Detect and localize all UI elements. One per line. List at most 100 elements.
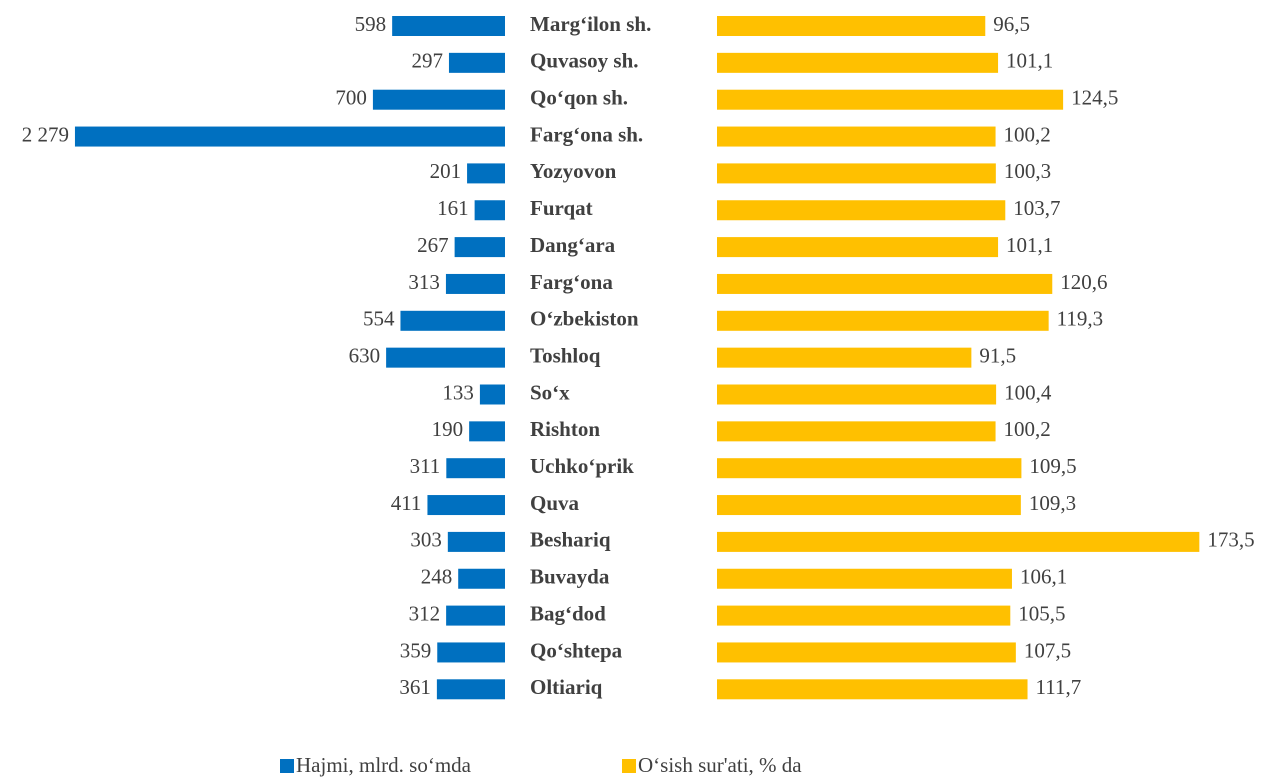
value-label: 359 [400, 638, 432, 662]
bar [447, 531, 505, 552]
value-label: 411 [391, 491, 422, 515]
value-label: 100,2 [1004, 417, 1051, 441]
bar [717, 679, 1028, 700]
value-label: 554 [363, 307, 395, 331]
category-label: Rishton [530, 417, 600, 441]
bar [436, 679, 505, 700]
bar [717, 531, 1200, 552]
category-label: Marg‘ilon sh. [530, 12, 651, 36]
value-label: 109,3 [1029, 491, 1076, 515]
category-label: Toshloq [530, 343, 601, 367]
bar [479, 384, 505, 405]
value-label: 297 [411, 49, 443, 73]
value-label: 313 [408, 270, 440, 294]
bar [717, 495, 1021, 516]
bar [717, 52, 999, 73]
bar [717, 126, 996, 147]
bar [717, 89, 1064, 110]
value-label: 630 [349, 343, 381, 367]
value-label: 190 [432, 417, 464, 441]
bar [717, 605, 1011, 626]
category-label: Beshariq [530, 528, 611, 552]
bar [392, 16, 505, 36]
value-label: 100,4 [1004, 380, 1052, 404]
value-label: 111,7 [1036, 675, 1082, 699]
value-label: 303 [410, 528, 442, 552]
bar [474, 200, 505, 221]
category-label: Furqat [530, 196, 593, 220]
value-label: 312 [409, 601, 441, 625]
value-label: 105,5 [1018, 601, 1065, 625]
category-label: Buvayda [530, 565, 610, 589]
value-label: 700 [335, 86, 367, 110]
value-label: 120,6 [1060, 270, 1107, 294]
bar [467, 163, 505, 184]
value-label: 107,5 [1024, 638, 1071, 662]
legend-swatch [280, 759, 294, 773]
value-label: 248 [421, 565, 453, 589]
value-label: 598 [355, 12, 387, 36]
legend-label: Hajmi, mlrd. so‘mda [296, 753, 472, 777]
category-label: So‘x [530, 380, 570, 404]
category-label: Farg‘ona [530, 270, 613, 294]
bar [717, 310, 1049, 331]
bar [717, 458, 1022, 479]
category-label: Qo‘qon sh. [530, 86, 628, 110]
value-label: 267 [417, 233, 449, 257]
bar [717, 421, 996, 442]
bar [386, 347, 505, 368]
bar [74, 126, 505, 147]
value-label: 311 [410, 454, 441, 478]
value-label: 124,5 [1071, 86, 1118, 110]
bar [717, 568, 1012, 589]
value-label: 109,5 [1029, 454, 1076, 478]
bar [717, 200, 1006, 221]
bar [717, 347, 972, 368]
bar [448, 52, 505, 73]
bar [469, 421, 505, 442]
value-label: 106,1 [1020, 565, 1067, 589]
value-label: 91,5 [979, 343, 1016, 367]
value-label: 103,7 [1013, 196, 1060, 220]
value-label: 161 [437, 196, 469, 220]
category-label: O‘zbekiston [530, 307, 639, 331]
legend-label: O‘sish sur'ati, % da [638, 753, 802, 777]
value-label: 361 [399, 675, 431, 699]
category-label: Quva [530, 491, 580, 515]
category-label: Uchko‘prik [530, 454, 634, 478]
bar [717, 273, 1053, 294]
legend-swatch [622, 759, 636, 773]
bar [446, 605, 505, 626]
category-label: Bag‘dod [530, 601, 606, 625]
value-label: 119,3 [1057, 307, 1103, 331]
value-label: 101,1 [1006, 233, 1053, 257]
bar [446, 458, 505, 479]
bar [445, 273, 505, 294]
value-label: 100,3 [1004, 159, 1051, 183]
category-label: Farg‘ona sh. [530, 122, 643, 146]
bar [717, 642, 1016, 663]
bar [454, 237, 505, 258]
value-label: 2 279 [22, 122, 69, 146]
category-label: Qo‘shtepa [530, 638, 623, 662]
value-label: 100,2 [1004, 122, 1051, 146]
bar [717, 16, 986, 36]
category-label: Dang‘ara [530, 233, 616, 257]
value-label: 101,1 [1006, 49, 1053, 73]
value-label: 173,5 [1207, 528, 1254, 552]
bar [717, 163, 996, 184]
value-label: 133 [442, 380, 474, 404]
category-label: Oltiariq [530, 675, 603, 699]
bar [372, 89, 505, 110]
category-label: Yozyovon [530, 159, 617, 183]
value-label: 201 [430, 159, 462, 183]
bar [400, 310, 505, 331]
bar [717, 237, 999, 258]
bar [717, 384, 997, 405]
value-label: 96,5 [993, 12, 1030, 36]
bar [427, 495, 505, 516]
category-label: Quvasoy sh. [530, 49, 639, 73]
bar [458, 568, 505, 589]
bar [437, 642, 505, 663]
